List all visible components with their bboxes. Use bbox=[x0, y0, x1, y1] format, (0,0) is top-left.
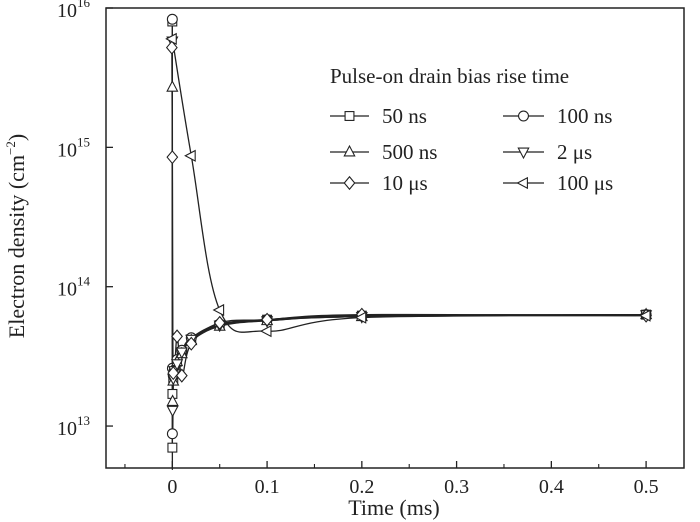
data-point-s3-1 bbox=[166, 405, 179, 418]
data-point-s4-4 bbox=[175, 368, 188, 383]
y-tick-label: 1013 bbox=[57, 413, 90, 440]
data-point-s2-0 bbox=[166, 80, 179, 92]
series-line-0 bbox=[171, 21, 647, 470]
legend-entry: 10 μs bbox=[330, 171, 428, 195]
y-tick-label: 1016 bbox=[57, 0, 91, 22]
data-point-s5-5 bbox=[638, 309, 651, 322]
legend-entry: 100 ns bbox=[503, 104, 612, 128]
data-point-s4-7 bbox=[261, 312, 273, 327]
legend-items: 50 ns 100 ns 500 ns 2 μs 10 μs 100 μs bbox=[330, 104, 613, 195]
y-tick-label: 1014 bbox=[57, 274, 91, 301]
x-axis-label: Time (ms) bbox=[348, 495, 439, 520]
plot-frame bbox=[105, 7, 685, 469]
data-point-s0-1 bbox=[167, 442, 178, 453]
data-point-s5-3 bbox=[259, 325, 272, 338]
series-markers bbox=[165, 13, 653, 453]
x-tick-label: 0 bbox=[167, 476, 177, 498]
data-point-s4-2 bbox=[167, 365, 180, 381]
data-point-s1-1 bbox=[166, 428, 178, 440]
data-point-s4-6 bbox=[213, 315, 226, 330]
data-point-s4-5 bbox=[185, 336, 198, 351]
legend: Pulse-on drain bias rise time 50 ns 100 n… bbox=[330, 64, 613, 195]
legend-marker bbox=[516, 176, 528, 190]
data-point-s4-0 bbox=[165, 40, 178, 55]
data-point-s3-4 bbox=[170, 359, 184, 371]
legend-label: 10 μs bbox=[382, 171, 428, 195]
series-line-3 bbox=[171, 40, 647, 433]
data-point-s5-1 bbox=[184, 149, 196, 162]
data-point-s5-0 bbox=[165, 32, 177, 46]
legend-marker bbox=[517, 147, 530, 160]
legend-entry: 50 ns bbox=[330, 104, 427, 128]
data-point-s2-1 bbox=[166, 394, 179, 406]
x-axis-ticks: 0 0.1 0.2 0.3 0.4 0.5 bbox=[124, 461, 659, 498]
x-tick-label: 0.1 bbox=[255, 476, 280, 498]
legend-marker bbox=[343, 175, 356, 191]
y-axis-label: Electron density (cm−2) bbox=[3, 134, 29, 338]
legend-label: 50 ns bbox=[382, 104, 427, 128]
legend-entry: 500 ns bbox=[330, 140, 437, 164]
legend-entry: 2 μs bbox=[503, 140, 592, 164]
y-tick-label: 1015 bbox=[57, 134, 90, 161]
data-point-s3-5 bbox=[175, 347, 188, 360]
legend-marker bbox=[518, 110, 529, 122]
legend-label: 500 ns bbox=[382, 140, 437, 164]
y-axis-ticks: 1013 1014 1015 1016 bbox=[57, 0, 113, 440]
legend-label: 100 μs bbox=[557, 171, 613, 195]
legend-label: 100 ns bbox=[557, 104, 612, 128]
legend-label: 2 μs bbox=[557, 140, 592, 164]
series-line-2 bbox=[171, 87, 647, 423]
legend-entry: 100 μs bbox=[503, 171, 613, 195]
data-point-s5-2 bbox=[212, 303, 225, 317]
data-point-s4-1 bbox=[166, 150, 179, 165]
x-tick-label: 0.5 bbox=[634, 476, 659, 498]
x-tick-label: 0.4 bbox=[539, 476, 564, 498]
data-point-s1-0 bbox=[166, 13, 178, 25]
legend-marker bbox=[344, 111, 355, 121]
legend-title: Pulse-on drain bias rise time bbox=[330, 64, 569, 88]
y-axis-label-main: Electron density (cm bbox=[4, 155, 29, 338]
y-axis-label-close: ) bbox=[4, 134, 29, 141]
x-tick-label: 0.3 bbox=[444, 476, 469, 498]
data-point-s4-3 bbox=[171, 329, 183, 344]
legend-marker bbox=[343, 144, 356, 157]
y-axis-label-sup: −2 bbox=[3, 141, 18, 155]
x-tick-label: 0.2 bbox=[349, 476, 374, 498]
data-point-s5-4 bbox=[354, 311, 367, 324]
